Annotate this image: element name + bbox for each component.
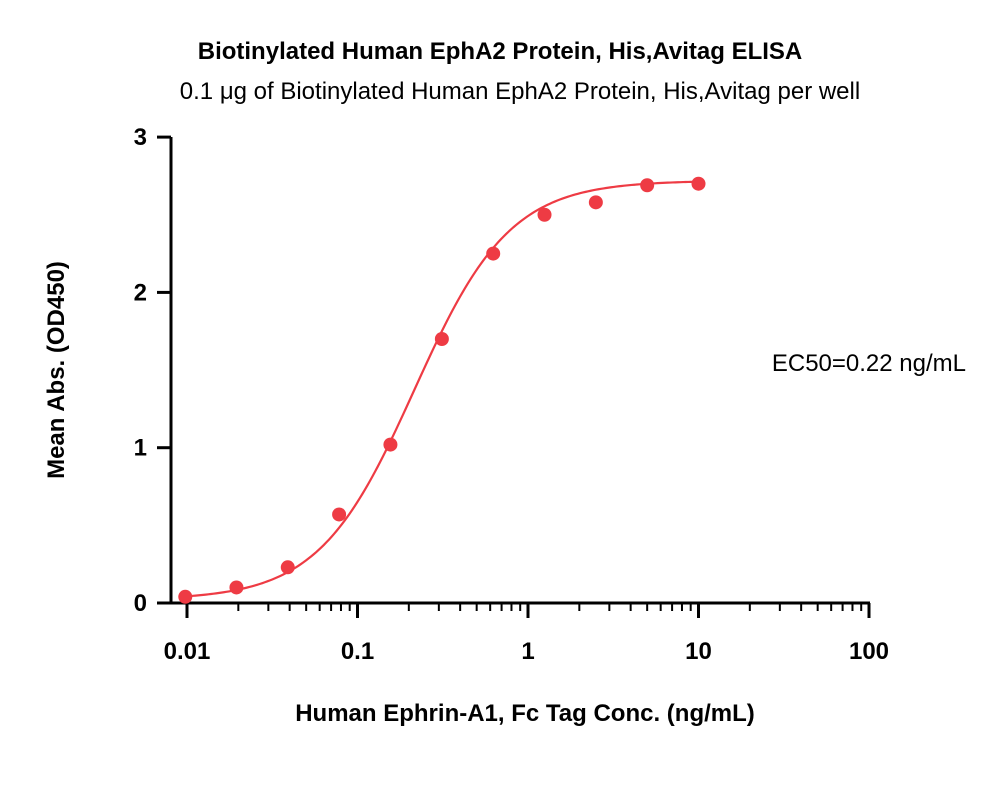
data-point — [434, 331, 449, 346]
ticks: 0 1 2 3 0.01 0.1 1 10 100 — [134, 124, 889, 665]
data-point — [178, 589, 193, 604]
y-tick-label: 2 — [134, 279, 147, 306]
fit-curve — [185, 180, 699, 598]
x-tick-label: 1 — [521, 638, 534, 665]
y-tick-label: 1 — [134, 435, 147, 462]
chart-title: Biotinylated Human EphA2 Protein, His,Av… — [197, 38, 803, 65]
x-tick-label: 10 — [685, 638, 712, 665]
x-axis-label: Human Ephrin-A1, Fc Tag Conc. (ng/mL) — [295, 700, 755, 727]
data-point — [640, 178, 655, 193]
data-point — [280, 560, 295, 575]
axes — [169, 137, 870, 605]
ec50-annotation: EC50=0.22 ng/mL — [772, 350, 966, 377]
data-point — [486, 246, 501, 261]
data-point — [229, 580, 244, 595]
x-tick-label: 0.1 — [341, 638, 374, 665]
fit-curve-layer — [185, 180, 699, 598]
data-points — [178, 176, 706, 604]
y-tick-label: 3 — [134, 124, 147, 151]
data-point — [537, 207, 552, 222]
y-tick-label: 0 — [134, 590, 147, 617]
x-tick-label: 100 — [849, 638, 889, 665]
chart-subtitle: 0.1 μg of Biotinylated Human EphA2 Prote… — [179, 78, 861, 105]
data-point — [691, 176, 706, 191]
data-point — [332, 507, 347, 522]
data-point — [588, 195, 603, 210]
data-point — [383, 437, 398, 452]
y-axis-label: Mean Abs. (OD450) — [43, 261, 70, 479]
x-tick-label: 0.01 — [164, 638, 211, 665]
